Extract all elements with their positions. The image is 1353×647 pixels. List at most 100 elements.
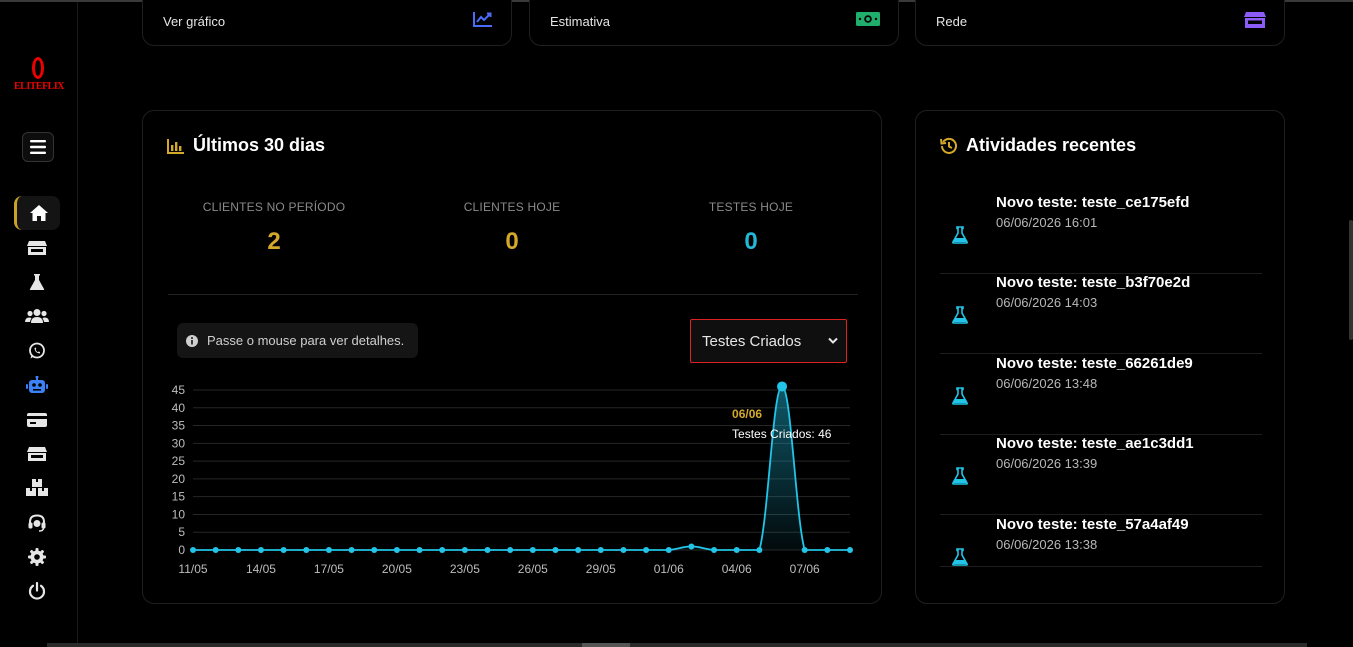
logo[interactable]: ELITEFLIX [14, 57, 64, 101]
sidebar-item-whatsapp[interactable] [14, 334, 60, 368]
activity-title: Novo teste: teste_ce175efd [996, 194, 1190, 211]
card-estimativa[interactable]: Estimativa [529, 0, 899, 46]
info-icon [186, 334, 198, 347]
gear-icon [28, 548, 46, 567]
sidebar-item-store[interactable] [14, 230, 60, 264]
data-point [393, 547, 400, 553]
sidebar-item-home[interactable] [14, 196, 60, 231]
vertical-scrollbar[interactable] [1349, 220, 1353, 340]
data-point [416, 547, 423, 553]
stat-testes-hoje: TESTES HOJE 0 [651, 200, 851, 256]
credit-card-icon [27, 412, 47, 427]
hamburger-icon [30, 140, 46, 154]
y-tick-label: 20 [172, 472, 186, 486]
horizontal-scrollbar[interactable] [47, 643, 1307, 647]
activity-date: 06/06/2026 13:48 [996, 376, 1098, 391]
users-icon [25, 309, 49, 324]
activity-item[interactable]: Novo teste: teste_66261de9 06/06/2026 13… [940, 355, 1262, 435]
flask-icon [29, 273, 45, 290]
stat-clientes-periodo: CLIENTES NO PERÍODO 2 [174, 200, 374, 256]
card-ver-grafico[interactable]: Ver gráfico [142, 0, 512, 46]
x-tick-label: 20/05 [382, 562, 412, 576]
boxes-icon [26, 479, 48, 497]
activity-date: 06/06/2026 13:38 [996, 537, 1098, 552]
tooltip-date: 06/06 [732, 407, 762, 421]
data-point [847, 547, 853, 553]
card-label: Rede [936, 14, 968, 29]
chart-metric-select[interactable]: Testes Criados [690, 319, 847, 363]
data-point [529, 547, 536, 553]
data-point [280, 547, 287, 553]
activity-item[interactable]: Novo teste: teste_b3f70e2d 06/06/2026 14… [940, 274, 1262, 354]
sidebar-item-support[interactable] [14, 506, 60, 540]
card-rede[interactable]: Rede [915, 0, 1285, 46]
flask-icon [952, 387, 968, 410]
store-icon [27, 240, 47, 255]
y-tick-label: 10 [172, 507, 186, 521]
stat-value: 0 [744, 228, 758, 255]
activity-panel-title: Atividades recentes [940, 135, 1136, 156]
activity-title: Novo teste: teste_66261de9 [996, 355, 1193, 372]
menu-toggle-button[interactable] [22, 132, 54, 162]
activity-panel [915, 110, 1285, 604]
activity-title: Novo teste: teste_ae1c3dd1 [996, 435, 1194, 452]
money-bill-icon [856, 11, 880, 32]
tests-area-chart[interactable]: 0 5 10 15 20 25 30 35 40 45 11/05 14/05 17/05 20/05 23… [160, 380, 860, 580]
stat-value: 0 [505, 228, 519, 255]
y-tick-label: 45 [172, 383, 186, 397]
data-point [756, 547, 763, 553]
stat-clientes-hoje: CLIENTES HOJE 0 [412, 200, 612, 256]
data-point [461, 547, 468, 553]
sidebar-item-settings[interactable] [14, 540, 60, 574]
chevron-down-icon [828, 337, 838, 344]
x-tick-label: 11/05 [178, 562, 207, 576]
data-point [824, 547, 831, 553]
whatsapp-icon [29, 342, 45, 359]
data-point [235, 547, 242, 553]
x-tick-label: 04/06 [722, 562, 752, 576]
activity-item[interactable]: Novo teste: teste_ae1c3dd1 06/06/2026 13… [940, 435, 1262, 515]
activity-item[interactable]: Novo teste: teste_57a4af49 06/06/2026 13… [940, 516, 1262, 567]
home-icon [29, 205, 48, 222]
scrollbar-thumb[interactable] [582, 643, 630, 647]
power-icon [28, 582, 46, 601]
data-point [777, 381, 788, 392]
activity-title: Novo teste: teste_b3f70e2d [996, 274, 1191, 291]
sidebar-item-logout[interactable] [14, 574, 60, 608]
flask-icon [952, 548, 968, 571]
divider [168, 294, 858, 295]
sidebar-nav [14, 196, 62, 609]
x-tick-label: 01/06 [654, 562, 684, 576]
robot-icon [26, 376, 48, 394]
sidebar-item-payments[interactable] [14, 402, 60, 436]
headset-icon [28, 514, 46, 532]
activity-item[interactable]: Novo teste: teste_ce175efd 06/06/2026 16… [940, 194, 1262, 274]
data-point [507, 547, 514, 553]
x-tick-label: 29/05 [586, 562, 616, 576]
flask-icon [952, 306, 968, 329]
data-point [643, 547, 650, 553]
stats-panel-title: Últimos 30 dias [167, 135, 325, 156]
sidebar-item-shop[interactable] [14, 437, 60, 471]
data-point [439, 547, 446, 553]
sidebar-item-bot[interactable] [14, 368, 60, 402]
data-point [597, 547, 604, 553]
data-point [688, 543, 695, 550]
sidebar-item-packages[interactable] [14, 471, 60, 505]
y-tick-label: 5 [178, 525, 185, 539]
x-tick-label: 07/06 [790, 562, 820, 576]
tooltip-value: Testes Criados: 46 [732, 427, 832, 441]
activity-title: Novo teste: teste_57a4af49 [996, 516, 1189, 533]
sidebar-item-users[interactable] [14, 299, 60, 333]
y-tick-label: 15 [172, 490, 186, 504]
x-tick-label: 14/05 [246, 562, 276, 576]
data-point [257, 547, 264, 553]
data-point [484, 547, 491, 553]
chart-bar-icon [167, 138, 184, 154]
data-point [212, 547, 219, 553]
activity-date: 06/06/2026 16:01 [996, 215, 1098, 230]
data-point [711, 547, 718, 553]
sidebar-item-tests[interactable] [14, 265, 60, 299]
store-icon [1244, 11, 1266, 34]
data-point [552, 547, 559, 553]
